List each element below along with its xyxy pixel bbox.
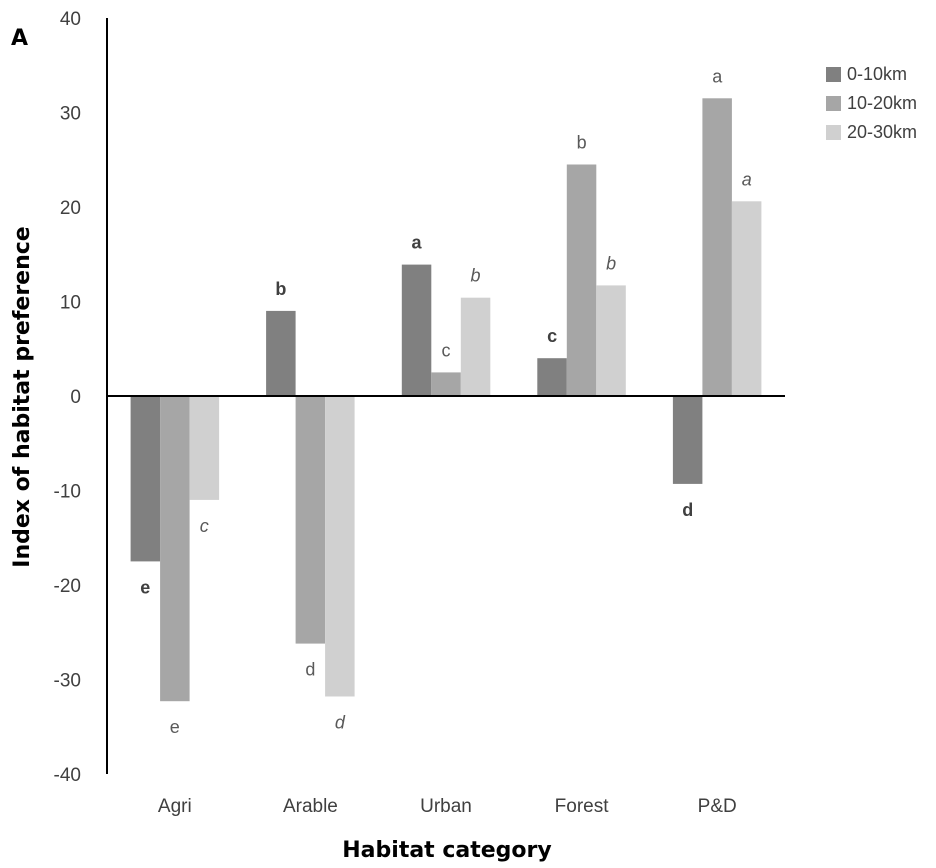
bar-significance-label: b bbox=[606, 253, 616, 273]
x-tick-label: Forest bbox=[555, 796, 610, 817]
bar bbox=[266, 310, 296, 396]
bar bbox=[460, 297, 491, 396]
legend-swatch bbox=[826, 96, 841, 111]
y-tick-label: -40 bbox=[54, 765, 81, 786]
bars-group bbox=[130, 98, 762, 702]
legend-label: 0-10km bbox=[847, 64, 907, 84]
y-tick-label: -20 bbox=[54, 576, 81, 597]
legend-label: 10-20km bbox=[847, 93, 917, 113]
y-tick-label: 40 bbox=[60, 9, 81, 30]
y-tick-label: 0 bbox=[70, 387, 81, 408]
bar-significance-label: c bbox=[200, 516, 209, 536]
y-tick-label: -30 bbox=[54, 671, 81, 692]
bar-significance-label: a bbox=[712, 66, 723, 86]
x-tick-label: Urban bbox=[420, 796, 472, 817]
bar bbox=[295, 396, 326, 644]
y-tick-label: 30 bbox=[60, 104, 81, 125]
bar bbox=[130, 396, 161, 562]
bar bbox=[702, 98, 732, 397]
bar-significance-label: b bbox=[577, 133, 587, 153]
panel-label: A bbox=[11, 26, 28, 51]
bar-significance-label: b bbox=[470, 266, 480, 286]
bar-significance-label: d bbox=[305, 660, 315, 680]
x-tick-label: P&D bbox=[698, 796, 737, 817]
bar bbox=[596, 285, 626, 396]
y-axis-title: Index of habitat preference bbox=[10, 226, 35, 567]
bar-significance-label: c bbox=[442, 340, 451, 360]
bar-significance-label: d bbox=[682, 500, 693, 520]
bar bbox=[537, 358, 567, 396]
bar bbox=[431, 372, 461, 396]
legend-swatch bbox=[826, 67, 841, 82]
bar bbox=[672, 396, 703, 484]
bar bbox=[189, 396, 220, 500]
bar-significance-label: a bbox=[411, 233, 422, 253]
y-tick-label: -10 bbox=[54, 482, 81, 503]
bar-significance-label: c bbox=[547, 326, 557, 346]
legend-swatch bbox=[826, 125, 841, 140]
x-tick-label: Arable bbox=[283, 796, 338, 817]
bar bbox=[160, 396, 190, 702]
bar bbox=[401, 264, 432, 396]
y-tick-label: 10 bbox=[60, 293, 81, 314]
axes: 40 30 20 10 0 -10 -20 -30 -40 Agri Arable Urban Fore… bbox=[54, 9, 785, 817]
bar-significance-label: e bbox=[140, 577, 150, 597]
bar-significance-label: d bbox=[335, 713, 346, 733]
x-tick-label: Agri bbox=[158, 796, 192, 817]
bar bbox=[731, 201, 762, 396]
legend: 0-10km 10-20km 20-30km bbox=[826, 64, 917, 142]
legend-label: 20-30km bbox=[847, 122, 917, 142]
bar-significance-label: a bbox=[742, 169, 752, 189]
bar bbox=[325, 396, 355, 697]
x-axis-title: Habitat category bbox=[342, 838, 551, 863]
y-tick-label: 20 bbox=[60, 198, 81, 219]
bar bbox=[566, 164, 597, 396]
bar-significance-label: e bbox=[170, 717, 180, 737]
bar-significance-label: b bbox=[275, 279, 286, 299]
significance-labels: e b a c d e d c b a c d b b a bbox=[140, 66, 751, 737]
